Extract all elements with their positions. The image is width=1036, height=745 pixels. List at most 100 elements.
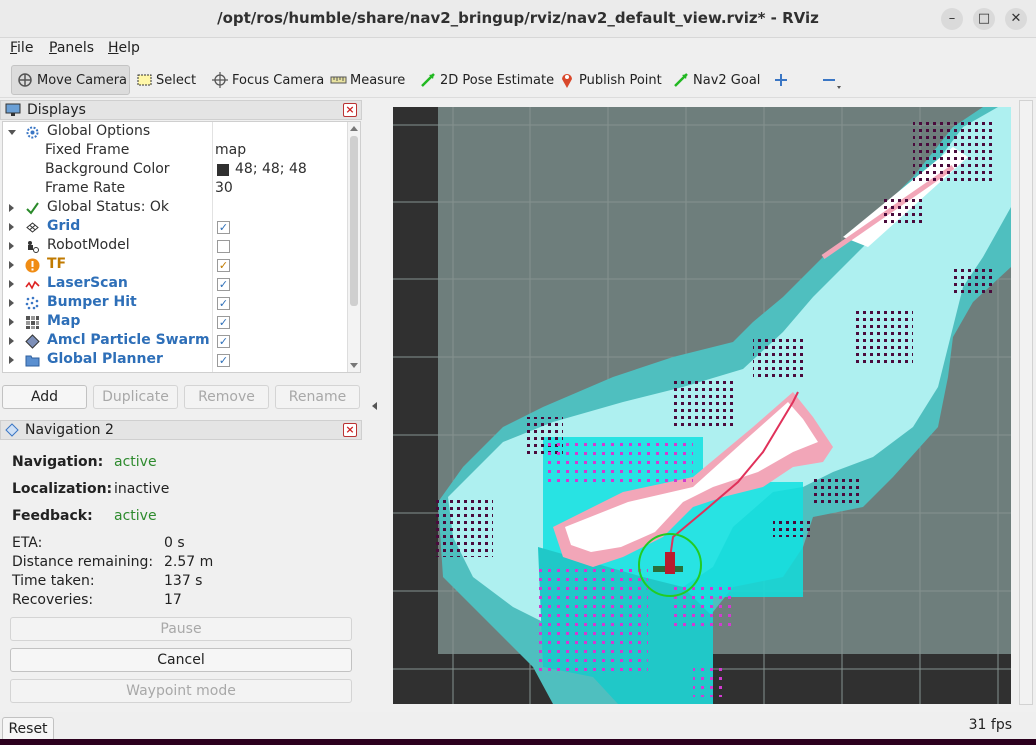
color-swatch[interactable] [217, 164, 229, 176]
laser-scan-icon [25, 277, 40, 292]
robot-model-icon [25, 239, 40, 254]
navigation-panel-title: Navigation 2 [25, 422, 114, 438]
tree-row-amcl-particle-swarm[interactable]: Amcl Particle Swarm ✓ [3, 332, 349, 351]
displays-title: Displays [27, 102, 86, 118]
rename-display-button[interactable]: Rename [275, 385, 360, 409]
tool-nav2-goal[interactable]: Nav2 Goal [668, 65, 760, 95]
expand-arrow-icon[interactable] [9, 204, 14, 212]
right-panel-splitter[interactable] [1019, 100, 1033, 705]
menu-file[interactable]: File [10, 40, 34, 56]
displays-scrollbar[interactable] [347, 122, 360, 372]
distance-remaining-label: Distance remaining: [12, 554, 154, 570]
tree-label: TF [47, 256, 67, 272]
expand-arrow-icon[interactable] [9, 337, 14, 345]
close-displays-button[interactable]: × [343, 103, 357, 117]
display-checkbox[interactable]: ✓ [217, 259, 230, 272]
pause-button[interactable]: Pause [10, 617, 352, 641]
tool-move-camera[interactable]: Move Camera [11, 65, 130, 95]
tree-label: Global Options [47, 123, 151, 139]
render-viewport[interactable] [393, 107, 1011, 704]
tree-row-tf[interactable]: TF ✓ [3, 256, 349, 275]
scroll-up-icon[interactable] [350, 126, 358, 131]
property-name: Fixed Frame [45, 142, 130, 158]
expand-arrow-icon[interactable] [9, 299, 14, 307]
reset-button[interactable]: Reset [2, 717, 54, 741]
minimize-button[interactable]: – [941, 8, 963, 30]
move-camera-icon [16, 71, 34, 89]
tree-row-bumper-hit[interactable]: Bumper Hit ✓ [3, 294, 349, 313]
collapse-arrow-icon[interactable] [8, 130, 16, 135]
menu-help[interactable]: Help [108, 40, 140, 56]
select-icon [135, 71, 153, 89]
expand-arrow-icon[interactable] [9, 261, 14, 269]
tree-row-global-planner[interactable]: Global Planner ✓ [3, 351, 349, 370]
monitor-icon [5, 103, 21, 117]
display-checkbox[interactable]: ✓ [217, 354, 230, 367]
displays-tree: Global Options Fixed Frame map Backgroun… [2, 121, 361, 373]
tool-2d-pose-estimate[interactable]: 2D Pose Estimate [415, 65, 554, 95]
tree-label: Map [47, 313, 81, 329]
property-background-color[interactable]: Background Color 48; 48; 48 [3, 161, 349, 180]
expand-arrow-icon[interactable] [9, 356, 14, 364]
tree-row-robotmodel[interactable]: RobotModel [3, 237, 349, 256]
tool-label: Move Camera [37, 72, 128, 88]
tree-row-global-options[interactable]: Global Options [3, 123, 349, 142]
close-window-button[interactable]: ✕ [1005, 8, 1027, 30]
display-checkbox[interactable]: ✓ [217, 335, 230, 348]
cancel-button[interactable]: Cancel [10, 648, 352, 672]
publish-point-icon [558, 71, 576, 89]
property-frame-rate[interactable]: Frame Rate 30 [3, 180, 349, 199]
tree-row-global-status[interactable]: Global Status: Ok [3, 199, 349, 218]
tree-label: Global Planner [47, 351, 163, 367]
property-value[interactable]: map [215, 142, 247, 158]
tree-row-map[interactable]: Map ✓ [3, 313, 349, 332]
scroll-down-icon[interactable] [350, 363, 358, 368]
duplicate-display-button[interactable]: Duplicate [93, 385, 178, 409]
expand-arrow-icon[interactable] [9, 280, 14, 288]
warning-icon [25, 258, 40, 273]
remove-display-button[interactable]: Remove [184, 385, 269, 409]
folder-icon [25, 353, 40, 368]
tree-row-laserscan[interactable]: LaserScan ✓ [3, 275, 349, 294]
time-taken-label: Time taken: [12, 573, 95, 589]
free-space [565, 402, 818, 552]
display-checkbox[interactable] [217, 240, 230, 253]
tool-label: Publish Point [579, 72, 662, 88]
expand-arrow-icon[interactable] [9, 223, 14, 231]
display-checkbox[interactable]: ✓ [217, 278, 230, 291]
bumper-hit-icon [25, 296, 40, 311]
menu-panels[interactable]: Panels [49, 40, 95, 56]
display-checkbox[interactable]: ✓ [217, 297, 230, 310]
localization-label: Localization: [12, 481, 113, 497]
property-fixed-frame[interactable]: Fixed Frame map [3, 142, 349, 161]
collapse-left-panel-icon[interactable] [372, 402, 377, 410]
grid-icon [25, 220, 40, 235]
property-value[interactable]: 48; 48; 48 [235, 161, 307, 177]
tree-row-grid[interactable]: Grid ✓ [3, 218, 349, 237]
maximize-button[interactable]: □ [973, 8, 995, 30]
gear-icon [25, 125, 40, 140]
add-tool-button[interactable] [768, 65, 793, 95]
navigation-label: Navigation: [12, 454, 104, 470]
robot-body [665, 552, 675, 574]
waypoint-mode-button[interactable]: Waypoint mode [10, 679, 352, 703]
distance-remaining-value: 2.57 m [164, 554, 214, 570]
recoveries-value: 17 [164, 592, 182, 608]
robot-footprint [638, 533, 702, 597]
tool-measure[interactable]: Measure [325, 65, 405, 95]
display-checkbox[interactable]: ✓ [217, 221, 230, 234]
tool-select[interactable]: Select [131, 65, 196, 95]
close-navigation-button[interactable]: × [343, 423, 357, 437]
property-value[interactable]: 30 [215, 180, 233, 196]
tree-label: RobotModel [47, 237, 130, 253]
tree-label: Grid [47, 218, 81, 234]
scrollbar-thumb[interactable] [350, 136, 358, 306]
tool-focus-camera[interactable]: Focus Camera [207, 65, 324, 95]
add-display-button[interactable]: Add [2, 385, 87, 409]
tree-label: Amcl Particle Swarm [47, 332, 210, 348]
expand-arrow-icon[interactable] [9, 242, 14, 250]
tool-publish-point[interactable]: Publish Point [554, 65, 662, 95]
expand-arrow-icon[interactable] [9, 318, 14, 326]
remove-tool-button[interactable] [816, 65, 841, 95]
display-checkbox[interactable]: ✓ [217, 316, 230, 329]
